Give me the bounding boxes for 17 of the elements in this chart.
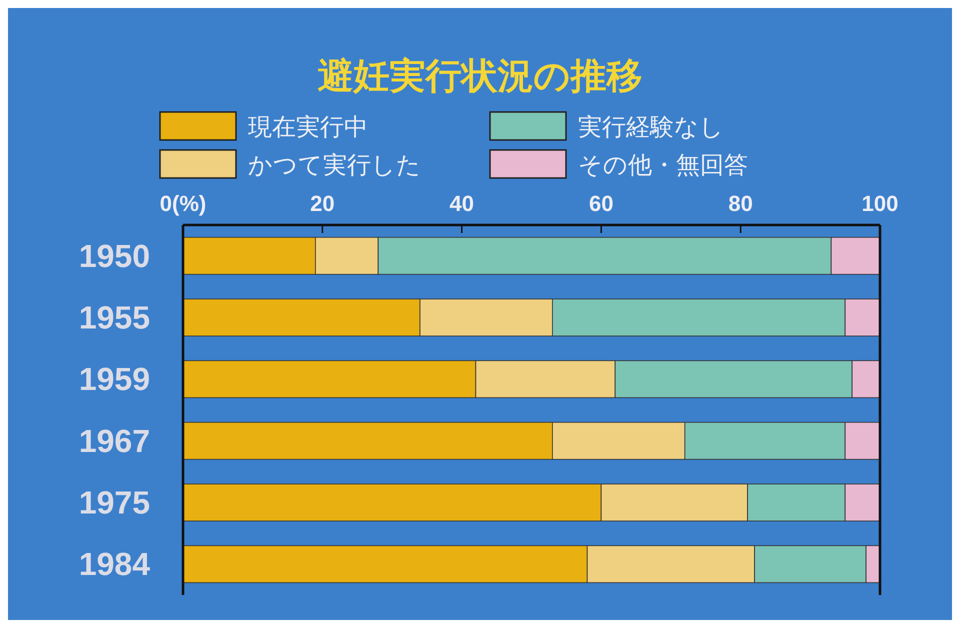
x-tick-label: 100: [862, 191, 898, 216]
y-tick-label: 1984: [78, 546, 150, 582]
x-tick-label: 40: [450, 191, 474, 216]
legend-label: 現在実行中: [248, 114, 368, 141]
legend-label: かつて実行した: [248, 152, 421, 179]
x-tick-label: 60: [588, 191, 614, 216]
y-tick-label: 1959: [78, 361, 150, 398]
chart-title: 避妊実行状況の推移: [318, 55, 642, 96]
x-tick-label: 80: [728, 191, 753, 216]
x-tick-label: 20: [310, 191, 335, 216]
y-tick-label: 1955: [78, 300, 150, 336]
legend-label: 実行経験なし: [578, 114, 724, 141]
y-tick-label: 1967: [78, 422, 150, 459]
x-tick-label: 0(%): [160, 191, 206, 216]
legend-label: その他・無回答: [578, 152, 748, 179]
y-tick-label: 1975: [78, 484, 150, 520]
y-tick-label: 1950: [78, 238, 150, 274]
